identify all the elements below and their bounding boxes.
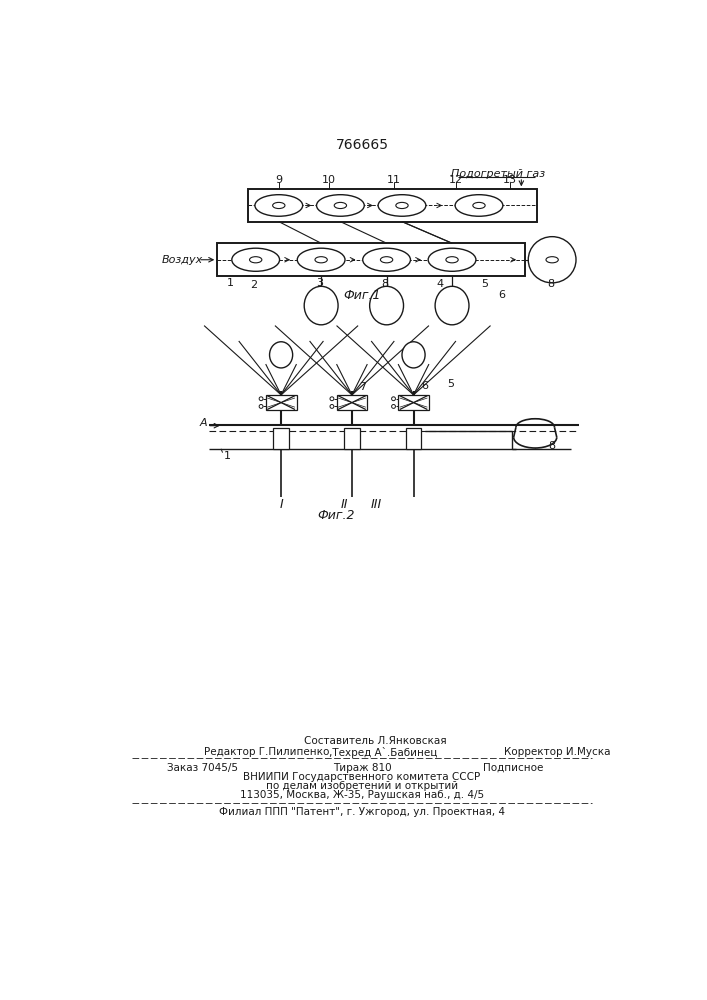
Ellipse shape (232, 248, 279, 271)
Text: 1: 1 (223, 451, 230, 461)
Ellipse shape (363, 248, 411, 271)
Ellipse shape (396, 202, 408, 209)
Ellipse shape (255, 195, 303, 216)
Text: 8: 8 (382, 279, 389, 289)
Ellipse shape (269, 342, 293, 368)
Text: 8: 8 (549, 441, 556, 451)
Text: Воздух: Воздух (162, 255, 203, 265)
Ellipse shape (435, 286, 469, 325)
Text: I: I (279, 498, 283, 512)
Text: 11: 11 (387, 175, 402, 185)
Text: Фиг.2: Фиг.2 (317, 509, 356, 522)
Text: ,Техред А`.Бабинец: ,Техред А`.Бабинец (329, 747, 437, 758)
Text: 12: 12 (449, 175, 463, 185)
Text: ВНИИПИ Государственного комитета СССР: ВНИИПИ Государственного комитета СССР (243, 772, 481, 782)
Text: Заказ 7045/5: Заказ 7045/5 (167, 763, 238, 773)
Text: 13: 13 (503, 175, 517, 185)
Text: Корректор И.Муска: Корректор И.Муска (504, 747, 611, 757)
Bar (398, 395, 429, 410)
Text: 1: 1 (227, 278, 234, 288)
Ellipse shape (273, 202, 285, 209)
Text: A: A (199, 418, 207, 428)
Ellipse shape (378, 195, 426, 216)
Ellipse shape (304, 286, 338, 325)
Ellipse shape (473, 202, 485, 209)
Text: 113035, Москва, Ж-35, Раушская наб., д. 4/5: 113035, Москва, Ж-35, Раушская наб., д. … (240, 790, 484, 800)
Ellipse shape (297, 248, 345, 271)
Bar (217, 243, 525, 276)
Ellipse shape (380, 257, 393, 263)
Text: Редактор Г.Пилипенко: Редактор Г.Пилипенко (204, 747, 329, 757)
Text: 9: 9 (275, 175, 282, 185)
Ellipse shape (528, 237, 576, 283)
Bar (406, 428, 421, 449)
Ellipse shape (455, 195, 503, 216)
Ellipse shape (546, 257, 559, 263)
Ellipse shape (370, 286, 404, 325)
Text: 2: 2 (250, 280, 257, 290)
Ellipse shape (402, 342, 425, 368)
Text: 3: 3 (316, 278, 323, 288)
Text: III: III (371, 498, 382, 512)
Text: Подогретый газ: Подогретый газ (451, 169, 545, 179)
Bar (344, 428, 360, 449)
Ellipse shape (446, 257, 458, 263)
Text: 766665: 766665 (335, 138, 388, 152)
Ellipse shape (315, 257, 327, 263)
Text: 6: 6 (498, 290, 506, 300)
Bar (248, 189, 537, 222)
Text: 10: 10 (322, 175, 336, 185)
Bar (266, 395, 296, 410)
Text: по делам изобретений и открытий: по делам изобретений и открытий (266, 781, 458, 791)
Text: 4: 4 (437, 279, 444, 289)
Text: Фиг.1: Фиг.1 (343, 289, 380, 302)
Text: 6: 6 (421, 381, 428, 391)
Text: Подписное: Подписное (483, 763, 543, 773)
Ellipse shape (334, 202, 346, 209)
Text: Составитель Л.Янковская: Составитель Л.Янковская (304, 736, 446, 746)
Text: 5: 5 (481, 279, 488, 289)
Text: 7: 7 (359, 382, 366, 392)
Ellipse shape (250, 257, 262, 263)
Text: Тираж 810: Тираж 810 (334, 763, 392, 773)
Bar (337, 395, 368, 410)
Text: 8: 8 (547, 279, 554, 289)
Text: 5: 5 (447, 379, 454, 389)
Bar (274, 428, 288, 449)
Text: Филиал ППП "Патент", г. Ужгород, ул. Проектная, 4: Филиал ППП "Патент", г. Ужгород, ул. Про… (219, 807, 505, 817)
Ellipse shape (317, 195, 364, 216)
Text: II: II (341, 498, 348, 512)
Ellipse shape (428, 248, 476, 271)
